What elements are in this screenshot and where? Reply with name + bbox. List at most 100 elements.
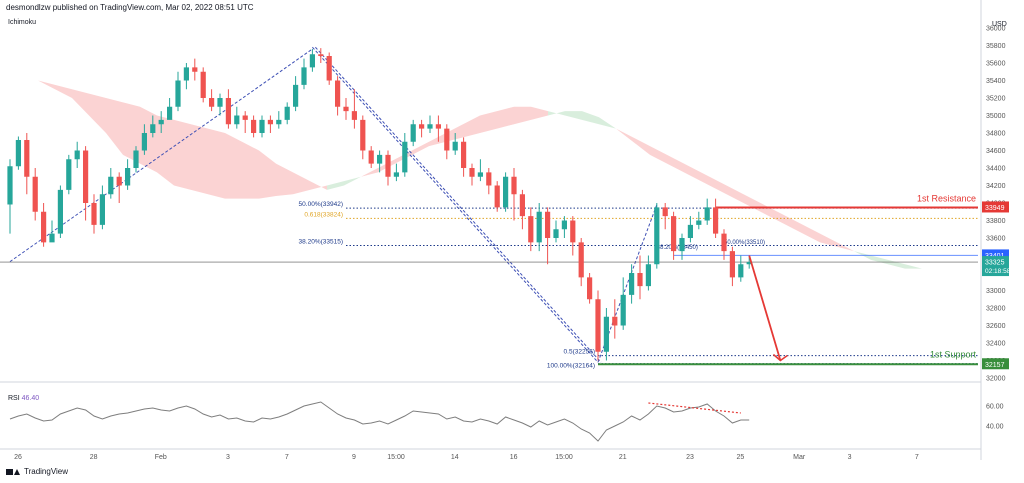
tradingview-footer[interactable]: TradingView: [6, 467, 68, 476]
forecast-arrowhead: [772, 353, 788, 362]
candle-bearish: [595, 299, 601, 352]
candle-bearish: [461, 141, 467, 168]
time-tick-label: 7: [915, 454, 919, 461]
cloud-segment-bullish: [905, 264, 922, 269]
time-tick-label: 16: [510, 454, 518, 461]
price-tick-label: 32000: [986, 376, 1006, 383]
candle-bullish: [477, 172, 483, 177]
candle-bearish: [209, 98, 215, 107]
resistance-price-tag-bg: [982, 201, 1009, 213]
cloud-segment-bullish: [4, 71, 21, 77]
fib-level-label: 100.00%(32164): [547, 363, 595, 370]
time-tick-label: 15:00: [555, 454, 573, 461]
candle-bullish: [284, 106, 290, 120]
candle-bearish: [225, 98, 231, 125]
candle-bearish: [360, 119, 366, 151]
time-tick-label: 3: [848, 454, 852, 461]
cloud-segment-bearish: [463, 115, 480, 138]
candle-bullish: [49, 233, 55, 243]
fib-level-label: 0.618(33824): [304, 211, 343, 218]
candle-bullish: [217, 98, 223, 107]
candle-bullish: [108, 176, 114, 195]
candle-bullish: [687, 224, 693, 238]
cloud-segment-bullish: [21, 76, 38, 81]
time-tick-label: 21: [619, 454, 627, 461]
candle-bearish: [435, 124, 441, 129]
candle-bearish: [192, 67, 198, 72]
cloud-segment-bearish: [208, 128, 225, 199]
candle-bullish: [259, 119, 265, 133]
cloud-segment-bullish: [871, 255, 888, 265]
candle-bullish: [74, 150, 80, 160]
cloud-segment-bullish: [582, 111, 599, 125]
fib-diagonal: [312, 46, 599, 363]
fib-diagonal-retrace: [597, 204, 658, 363]
candle-bearish: [385, 154, 391, 177]
cloud-segment-bearish: [803, 224, 820, 243]
resistance-price-tag: 33949: [985, 205, 1005, 212]
rsi-value: 46.40: [21, 395, 40, 402]
candle-bullish: [167, 106, 173, 120]
time-tick-label: 3: [226, 454, 230, 461]
cloud-segment-bearish: [718, 181, 735, 199]
candle-bearish: [91, 203, 97, 225]
candle-bullish: [158, 119, 164, 125]
cloud-segment-bearish: [497, 106, 514, 129]
cloud-segment-bearish: [174, 119, 191, 190]
candle-bearish: [24, 140, 30, 177]
candle-bearish: [242, 115, 248, 120]
cloud-segment-bearish: [837, 242, 854, 252]
candle-bullish: [427, 124, 433, 129]
cloud-segment-bearish: [514, 106, 531, 125]
candle-bullish: [7, 166, 13, 205]
candle-bearish: [528, 216, 534, 243]
cloud-segment-bearish: [650, 146, 667, 164]
price-tick-label: 35000: [986, 113, 1006, 120]
candle-bullish: [293, 84, 299, 107]
price-tick-label: 35400: [986, 78, 1006, 85]
candle-bearish: [570, 220, 576, 243]
price-tick-label: 34800: [986, 131, 1006, 138]
cloud-segment-bearish: [769, 207, 786, 225]
candle-bullish: [141, 133, 147, 151]
candle-bullish: [393, 172, 399, 177]
price-tick-label: 32800: [986, 306, 1006, 313]
cloud-segment-bearish: [72, 89, 89, 116]
candle-bullish: [553, 229, 559, 238]
price-tick-label: 33000: [986, 288, 1006, 295]
candle-bearish: [612, 316, 618, 326]
blue-price-tag-bg: [982, 249, 1009, 261]
cloud-segment-bearish: [480, 111, 497, 133]
indicator-label: Ichimoku: [8, 19, 37, 26]
tradingview-logo-icon: [6, 468, 20, 476]
cloud-segment-bearish: [276, 163, 293, 196]
candle-bullish: [746, 262, 752, 265]
cloud-segment-bearish: [429, 133, 446, 147]
cloud-segment-bearish: [242, 141, 259, 199]
candle-bearish: [343, 106, 349, 112]
rsi-tick-label: 60.00: [986, 404, 1004, 411]
candle-bullish: [620, 294, 626, 326]
time-tick-label: Mar: [793, 454, 806, 461]
cloud-segment-bearish: [684, 163, 701, 182]
cloud-segment-bearish: [820, 233, 837, 247]
candle-bullish: [629, 273, 635, 295]
support-price-tag: 32157: [985, 362, 1005, 369]
candle-bullish: [654, 207, 660, 265]
candle-bullish: [57, 189, 63, 234]
candle-bullish: [66, 159, 72, 190]
last-price-tag: 33325: [985, 260, 1005, 267]
candle-bullish: [301, 67, 307, 85]
rsi-line: [9, 401, 750, 442]
price-tick-label: 32600: [986, 323, 1006, 330]
candle-bearish: [41, 211, 47, 243]
cloud-segment-bearish: [412, 141, 429, 155]
time-tick-label: Feb: [155, 454, 167, 461]
candle-bearish: [318, 54, 324, 56]
candle-bullish: [15, 140, 21, 167]
cloud-segment-bullish: [599, 117, 616, 129]
candle-bullish: [536, 211, 542, 243]
candle-bullish: [645, 264, 651, 287]
cloud-segment-bearish: [89, 93, 106, 133]
